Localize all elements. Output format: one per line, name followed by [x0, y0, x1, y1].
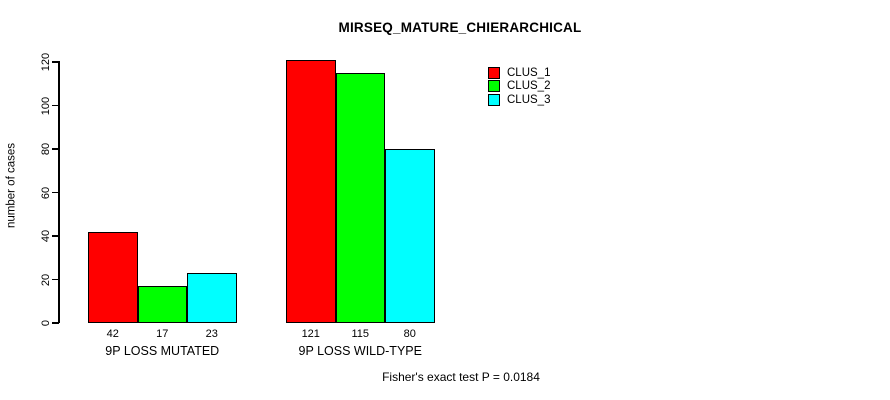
y-axis-tick-label: 120 — [40, 52, 52, 72]
bar-value-label: 115 — [351, 328, 370, 340]
legend-swatch-clus_1 — [488, 66, 500, 79]
bar-clus_1-group2 — [286, 59, 336, 323]
bar-clus_2-group1 — [137, 286, 187, 323]
y-axis-tick-label: 80 — [40, 142, 52, 156]
x-category-label: 9P LOSS MUTATED — [105, 344, 220, 358]
legend-label: CLUS_2 — [507, 80, 551, 92]
y-axis-tick — [52, 148, 59, 150]
bar-value-label: 80 — [403, 328, 416, 340]
x-category-label: 9P LOSS WILD-TYPE — [298, 344, 422, 358]
bar-value-label: 42 — [106, 328, 119, 340]
y-axis-tick-label: 100 — [40, 96, 52, 115]
bar-clus_3-group2 — [385, 149, 435, 323]
y-axis-tick — [52, 235, 59, 237]
bar-clus_1-group1 — [88, 231, 138, 323]
legend-label: CLUS_1 — [507, 66, 551, 79]
y-axis-tick — [52, 322, 59, 324]
bar-value-label: 23 — [205, 328, 218, 340]
y-axis-tick — [52, 278, 59, 281]
y-axis-tick-label: 40 — [40, 229, 52, 243]
bar-value-label: 121 — [301, 328, 320, 340]
legend-label: CLUS_3 — [507, 93, 551, 106]
y-axis-tick-label: 0 — [40, 319, 52, 327]
bar-value-label: 17 — [156, 328, 169, 340]
legend-swatch-clus_3 — [488, 93, 500, 106]
y-axis-tick — [52, 61, 59, 63]
y-axis-tick-label: 20 — [40, 273, 52, 286]
y-axis-tick — [52, 191, 59, 194]
legend-swatch-clus_2 — [488, 80, 500, 92]
y-axis-title: number of cases — [5, 143, 18, 229]
chart-title: MIRSEQ_MATURE_CHIERARCHICAL — [338, 20, 582, 35]
y-axis-tick-label: 60 — [40, 186, 52, 199]
bar-clus_3-group1 — [187, 272, 237, 323]
bar-clus_2-group2 — [335, 72, 385, 323]
y-axis-tick — [52, 104, 59, 107]
statistical-test-annotation: Fisher's exact test P = 0.0184 — [382, 370, 540, 384]
